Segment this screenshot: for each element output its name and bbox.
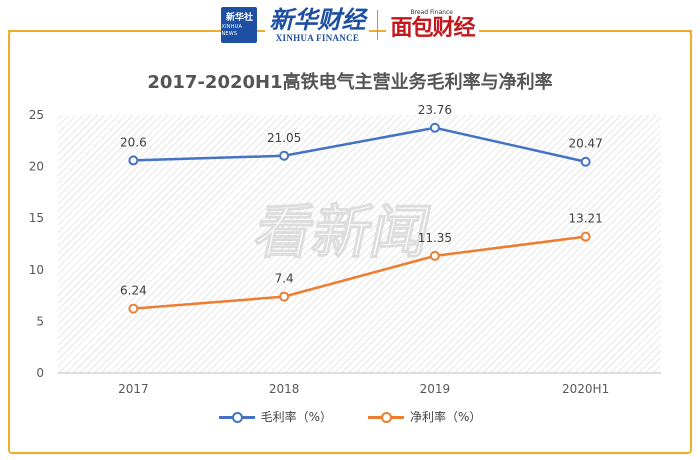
series-line-net xyxy=(133,235,586,310)
watermark: 看新闻 xyxy=(249,199,437,266)
x-tick-label: 2020H1 xyxy=(562,382,609,396)
data-point-net xyxy=(580,231,591,242)
data-label-net: 13.21 xyxy=(568,212,602,226)
data-point-gross xyxy=(429,122,440,133)
x-tick-label: 2017 xyxy=(118,382,149,396)
data-point-net xyxy=(279,291,290,302)
xinhua-finance-cn: 新华财经 xyxy=(269,5,366,34)
y-tick-label: 0 xyxy=(36,366,44,380)
y-tick-label: 5 xyxy=(36,314,44,328)
logo-divider xyxy=(377,10,379,40)
data-point-gross xyxy=(279,150,290,161)
y-tick-label: 10 xyxy=(29,263,44,277)
x-tick-label: 2018 xyxy=(269,382,300,396)
data-label-gross: 20.47 xyxy=(568,137,602,151)
data-label-gross: 20.6 xyxy=(120,135,147,149)
y-tick-label: 15 xyxy=(29,211,44,225)
x-tick-label: 2019 xyxy=(420,382,451,396)
data-label-net: 11.35 xyxy=(418,231,452,245)
legend-label-net: 净利率（%） xyxy=(410,410,482,424)
plot-area xyxy=(58,115,661,373)
xinhua-news-logo: 新华社 XINHUA NEWS xyxy=(221,7,258,43)
xinhua-finance-en: XINHUA FINANCE xyxy=(275,33,360,43)
y-tick-label: 20 xyxy=(29,160,44,174)
data-label-net: 7.4 xyxy=(275,272,294,286)
xinhua-box-label: 新华社 xyxy=(225,12,253,23)
data-point-gross xyxy=(128,155,139,166)
legend-swatch-gross xyxy=(218,411,255,423)
data-label-gross: 21.05 xyxy=(267,131,301,145)
miannbao-label: 面包财经 xyxy=(390,16,475,41)
brand-header: 新华社 XINHUA NEWS 新华财经 XINHUA FINANCE Brea… xyxy=(0,0,700,50)
miannbao-finance-logo: Bread Finance 面包财经 xyxy=(386,9,479,41)
legend-item-gross: 毛利率（%） xyxy=(218,408,332,425)
legend-label-gross: 毛利率（%） xyxy=(260,410,332,424)
chart-title: 2017-2020H1高铁电气主营业务毛利率与净利率 xyxy=(147,72,553,93)
legend-swatch-net xyxy=(368,411,404,423)
data-point-net xyxy=(128,303,139,314)
data-point-gross xyxy=(580,156,591,167)
y-tick-label: 25 xyxy=(29,108,44,122)
data-label-gross: 23.76 xyxy=(418,103,452,117)
legend: 毛利率（%） 净利率（%） xyxy=(0,408,700,425)
data-point-net xyxy=(429,250,440,261)
legend-item-net: 净利率（%） xyxy=(368,408,481,425)
series-line-gross xyxy=(133,126,586,163)
xinhua-box-sub: XINHUA NEWS xyxy=(221,23,243,37)
xinhua-finance-logo: 新华财经 XINHUA FINANCE xyxy=(265,5,370,43)
miannbao-tagline: Bread Finance xyxy=(410,9,453,16)
data-label-net: 6.24 xyxy=(120,284,147,298)
